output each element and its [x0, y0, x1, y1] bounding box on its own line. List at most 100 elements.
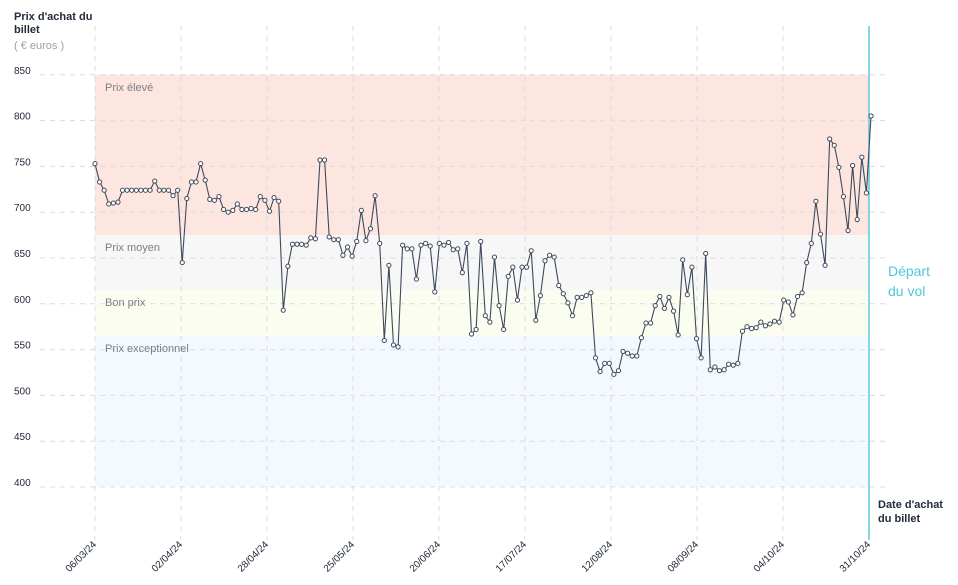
data-point [514, 297, 521, 303]
data-point [707, 367, 713, 373]
data-point [749, 325, 755, 332]
data-point [427, 243, 433, 249]
data-point [266, 208, 273, 214]
data-point [817, 231, 824, 237]
data-point [409, 246, 415, 252]
data-point [147, 187, 153, 193]
data-point [184, 195, 190, 202]
data-point [799, 290, 805, 296]
data-point [813, 198, 819, 204]
data-point [115, 199, 121, 205]
data-point [836, 164, 842, 170]
data-point [161, 187, 167, 193]
y-axis-unit: ( € euros ) [14, 40, 65, 52]
data-point [188, 179, 195, 185]
data-point [175, 187, 181, 193]
data-point [827, 136, 833, 142]
y-tick-label: 550 [14, 341, 31, 352]
x-tick-label: 31/10/24 [838, 539, 874, 575]
data-point [496, 303, 502, 309]
data-point [367, 226, 374, 232]
x-axis-title: Date d'achat du billet [878, 499, 943, 525]
data-point [698, 355, 704, 361]
x-tick-label: 02/04/24 [150, 539, 186, 575]
y-tick-label: 750 [14, 157, 31, 168]
data-point [560, 291, 566, 297]
data-point [721, 367, 727, 373]
data-point [96, 179, 103, 185]
x-tick-label: 08/09/24 [666, 539, 702, 575]
data-point [400, 242, 406, 248]
data-point [808, 240, 814, 246]
data-point [546, 252, 553, 258]
data-point [551, 254, 557, 260]
data-point [280, 307, 286, 313]
band-3 [95, 335, 869, 487]
y-tick-labels: 400 450 500 550 600 650 700 750 800 850 [14, 66, 31, 489]
data-point [583, 292, 589, 299]
data-point [464, 240, 470, 246]
data-point [634, 353, 640, 359]
data-point [207, 196, 213, 202]
data-point [794, 293, 801, 300]
data-point [459, 270, 465, 276]
data-point [248, 205, 254, 212]
data-point [473, 326, 479, 333]
data-point [294, 241, 300, 247]
data-point [478, 238, 484, 245]
data-point [299, 241, 305, 247]
data-point [781, 297, 787, 303]
data-point [119, 187, 126, 193]
data-point [211, 197, 217, 203]
data-point [501, 326, 507, 333]
data-point [597, 368, 603, 375]
data-point [441, 242, 447, 248]
data-point [863, 190, 870, 196]
x-tick-label: 06/03/24 [64, 539, 100, 575]
data-point [588, 290, 594, 296]
data-point [675, 332, 681, 338]
data-point [804, 259, 810, 266]
data-point [758, 319, 764, 325]
data-point [312, 236, 319, 242]
data-point [243, 206, 250, 213]
data-point [726, 361, 732, 367]
data-point [693, 336, 700, 342]
data-point [220, 206, 227, 213]
data-point [684, 292, 690, 298]
data-point [253, 206, 259, 213]
data-point [666, 294, 672, 300]
data-point [569, 313, 576, 319]
x-tick-label: 25/05/24 [322, 539, 358, 575]
data-point [602, 360, 608, 366]
data-point [335, 237, 341, 243]
data-point [785, 299, 791, 305]
data-point [377, 240, 383, 246]
data-point [216, 194, 222, 200]
data-point [528, 248, 534, 254]
data-point [110, 200, 116, 206]
data-point [611, 371, 617, 377]
data-point [556, 282, 562, 289]
data-point [418, 242, 424, 248]
data-point [193, 179, 199, 185]
band-label: Prix moyen [105, 242, 160, 254]
band-label: Bon prix [105, 297, 146, 309]
y-tick-label: 650 [14, 249, 31, 260]
data-point [661, 305, 667, 311]
data-point [450, 247, 456, 253]
data-point [289, 241, 296, 247]
data-point [579, 294, 585, 300]
data-point [432, 289, 438, 295]
data-point [762, 323, 768, 329]
band-label: Prix élevé [105, 82, 153, 94]
data-point [533, 317, 539, 323]
data-point [129, 187, 135, 193]
data-point [303, 242, 309, 248]
data-point [386, 262, 392, 268]
data-point [390, 342, 397, 348]
data-point [625, 350, 631, 356]
data-point [455, 246, 461, 252]
y-tick-label: 700 [14, 203, 31, 214]
